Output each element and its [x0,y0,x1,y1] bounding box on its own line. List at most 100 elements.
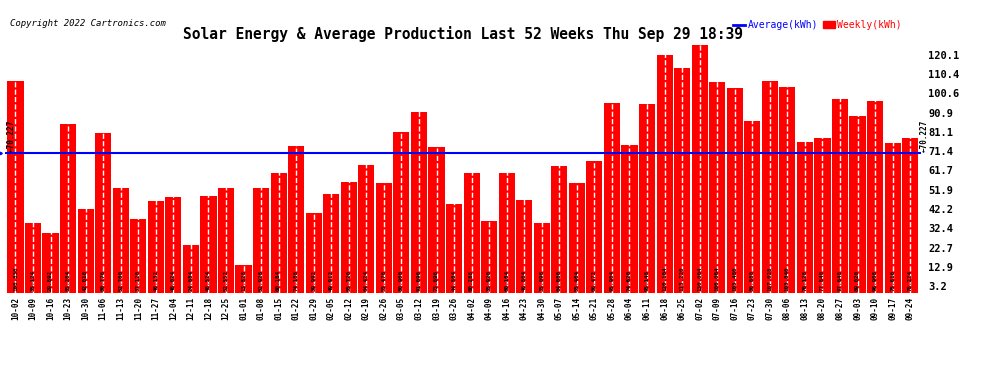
Bar [516,200,533,292]
Text: 60.184: 60.184 [276,270,281,291]
Text: 64.080: 64.080 [556,270,561,291]
Text: 48.524: 48.524 [206,270,211,291]
Text: 73.696: 73.696 [434,270,439,291]
Bar [709,82,726,292]
Bar [165,197,181,292]
Bar [815,138,831,292]
Text: 97.648: 97.648 [838,270,842,291]
Text: 55.720: 55.720 [346,270,351,291]
Text: 35.096: 35.096 [540,270,545,291]
Text: 66.472: 66.472 [592,270,597,291]
Bar [656,55,672,292]
Bar [270,173,287,292]
Text: 107.028: 107.028 [767,266,772,291]
Bar [113,188,129,292]
Text: 80.900: 80.900 [399,270,404,291]
Text: 80.776: 80.776 [101,270,106,291]
Text: 95.148: 95.148 [644,270,649,291]
Bar [253,188,269,292]
Text: ←70.227: ←70.227 [7,120,16,153]
Text: 55.464: 55.464 [574,270,579,291]
Bar [306,213,322,292]
Bar [622,145,638,292]
Text: 24.084: 24.084 [188,270,193,291]
Text: 113.220: 113.220 [679,266,685,291]
Bar [569,183,585,292]
Bar [884,143,901,292]
Bar [341,182,356,292]
Text: 46.864: 46.864 [522,270,527,291]
Bar [323,194,340,292]
Bar [25,223,42,292]
Text: 85.204: 85.204 [65,270,70,291]
Bar [639,104,655,292]
Bar [761,81,778,292]
Bar [200,196,217,292]
Text: ←70.227: ←70.227 [920,120,929,153]
Bar [411,112,427,292]
Title: Solar Energy & Average Production Last 52 Weeks Thu Sep 29 18:39: Solar Energy & Average Production Last 5… [183,27,742,42]
Bar [481,221,497,292]
Text: Copyright 2022 Cartronics.com: Copyright 2022 Cartronics.com [10,19,165,28]
Bar [902,138,919,292]
Text: 35.920: 35.920 [487,270,492,291]
Text: 13.828: 13.828 [241,270,247,291]
Text: 39.992: 39.992 [311,270,316,291]
Text: 95.904: 95.904 [610,270,615,291]
Bar [393,132,410,292]
Bar [77,209,94,292]
Bar [148,201,164,292]
Text: 103.480: 103.480 [733,266,738,291]
Bar [797,142,813,292]
Text: 74.620: 74.620 [627,270,632,291]
Bar [849,116,865,292]
Text: 48.024: 48.024 [171,270,176,291]
Bar [727,88,742,292]
Bar [674,68,690,292]
Bar [551,166,567,292]
Text: 29.892: 29.892 [49,270,53,291]
Text: 77.840: 77.840 [820,270,825,291]
Text: 35.124: 35.124 [31,270,36,291]
Bar [183,245,199,292]
Text: 89.020: 89.020 [855,270,860,291]
Text: 74.188: 74.188 [294,270,299,291]
Text: 91.096: 91.096 [417,270,422,291]
Bar [7,81,24,292]
Text: 78.224: 78.224 [908,270,913,291]
Text: 120.104: 120.104 [662,266,667,291]
Bar [744,121,760,292]
Text: 60.184: 60.184 [504,270,509,291]
Bar [463,173,480,292]
Text: 86.680: 86.680 [749,270,754,291]
Text: 52.760: 52.760 [118,270,123,291]
Bar [446,204,462,292]
Text: 64.424: 64.424 [364,270,369,291]
Text: 37.120: 37.120 [136,270,141,291]
Bar [43,233,58,292]
Bar [95,133,111,292]
Bar [218,189,234,292]
Text: 96.908: 96.908 [872,270,877,291]
Bar [288,146,304,292]
Bar [832,99,848,292]
Bar [358,165,374,292]
Bar [60,124,76,292]
Text: 52.552: 52.552 [224,270,229,291]
Bar [131,219,147,292]
Bar [376,183,392,292]
Text: 46.132: 46.132 [153,270,158,291]
Text: 52.928: 52.928 [258,270,263,291]
Text: 42.016: 42.016 [83,270,88,291]
Text: 44.864: 44.864 [451,270,456,291]
Bar [779,87,795,292]
Text: 106.836: 106.836 [13,266,18,291]
Text: 103.840: 103.840 [785,266,790,291]
Bar [236,265,251,292]
Bar [867,100,883,292]
Bar [586,161,603,292]
Text: 76.128: 76.128 [803,270,808,291]
Text: 75.616: 75.616 [890,270,895,291]
Bar [604,103,620,292]
Bar [692,35,708,292]
